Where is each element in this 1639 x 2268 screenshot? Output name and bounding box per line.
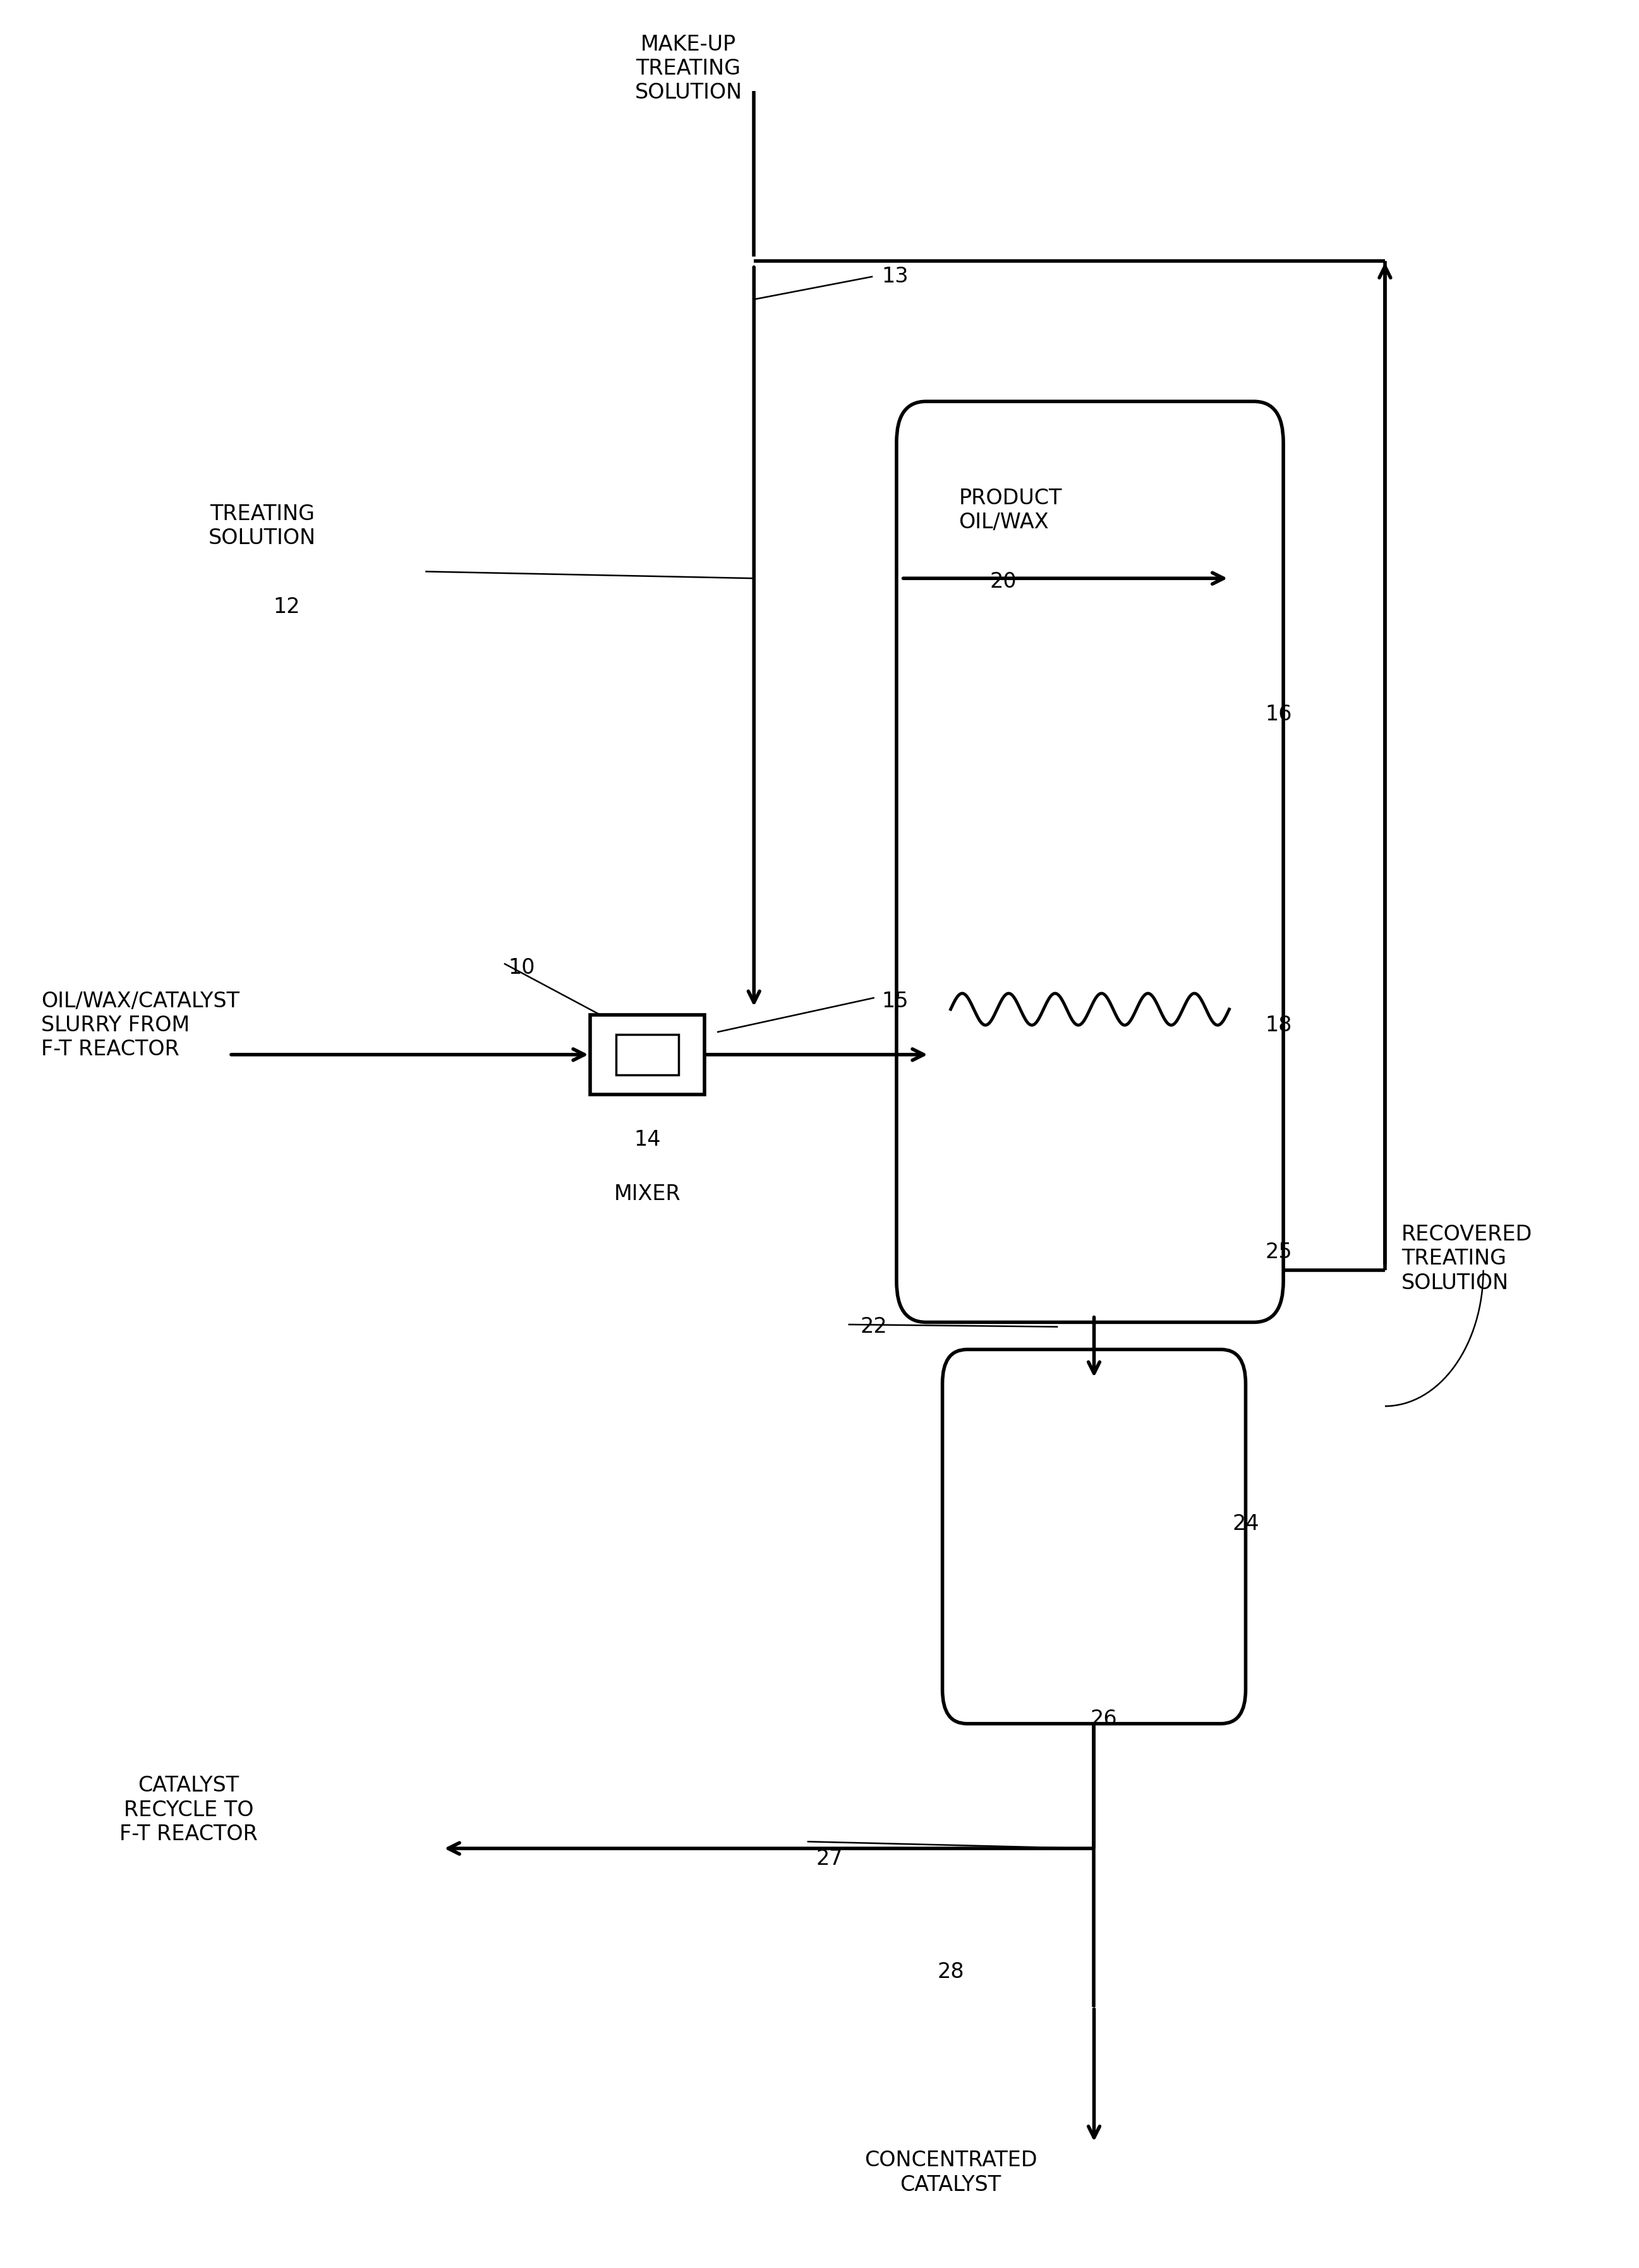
Bar bbox=[590, 1014, 705, 1093]
Text: 22: 22 bbox=[860, 1315, 887, 1338]
Text: CATALYST
RECYCLE TO
F-T REACTOR: CATALYST RECYCLE TO F-T REACTOR bbox=[120, 1776, 257, 1844]
Text: MAKE-UP
TREATING
SOLUTION: MAKE-UP TREATING SOLUTION bbox=[634, 34, 742, 102]
Bar bbox=[616, 1034, 679, 1075]
Text: 28: 28 bbox=[938, 1962, 964, 1982]
Text: 27: 27 bbox=[816, 1848, 842, 1869]
Text: 18: 18 bbox=[1265, 1014, 1292, 1036]
Text: 26: 26 bbox=[1090, 1708, 1116, 1730]
Text: 14: 14 bbox=[634, 1129, 661, 1150]
Text: 24: 24 bbox=[1233, 1513, 1259, 1535]
Text: 12: 12 bbox=[274, 596, 300, 617]
Text: 25: 25 bbox=[1265, 1241, 1292, 1263]
Text: 15: 15 bbox=[882, 991, 908, 1012]
Text: TREATING
SOLUTION: TREATING SOLUTION bbox=[208, 503, 316, 549]
Text: 13: 13 bbox=[882, 265, 908, 288]
Text: MIXER: MIXER bbox=[615, 1184, 680, 1204]
Text: RECOVERED
TREATING
SOLUTION: RECOVERED TREATING SOLUTION bbox=[1401, 1225, 1532, 1293]
Text: OIL/WAX/CATALYST
SLURRY FROM
F-T REACTOR: OIL/WAX/CATALYST SLURRY FROM F-T REACTOR bbox=[41, 991, 239, 1059]
FancyBboxPatch shape bbox=[942, 1349, 1246, 1724]
FancyBboxPatch shape bbox=[897, 401, 1283, 1322]
Text: 20: 20 bbox=[990, 572, 1016, 592]
Text: 10: 10 bbox=[508, 957, 534, 978]
Text: 16: 16 bbox=[1265, 703, 1292, 726]
Text: CONCENTRATED
CATALYST: CONCENTRATED CATALYST bbox=[864, 2150, 1037, 2195]
Text: PRODUCT
OIL/WAX: PRODUCT OIL/WAX bbox=[959, 488, 1062, 533]
